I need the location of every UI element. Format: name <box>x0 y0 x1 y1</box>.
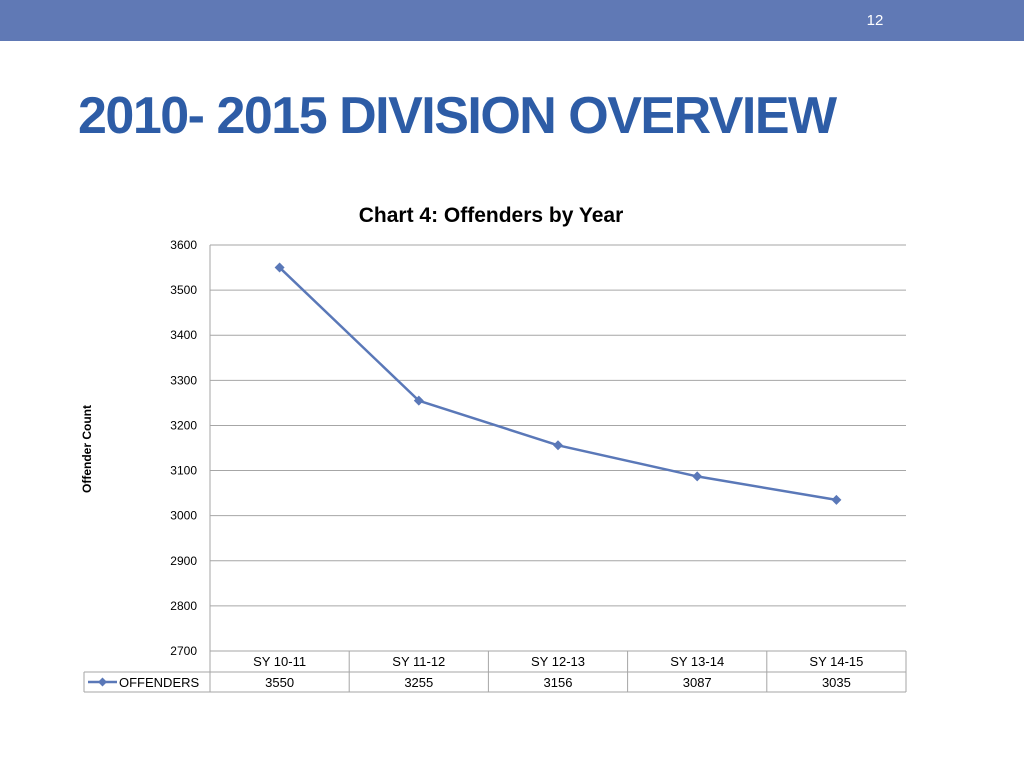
data-point-marker <box>553 440 563 451</box>
y-tick-label: 3600 <box>170 238 197 252</box>
table-value: 3550 <box>265 675 294 690</box>
y-tick-label: 3200 <box>170 418 197 432</box>
y-axis-label: Offender Count <box>80 405 94 493</box>
header-bar <box>0 0 1024 41</box>
y-tick-label: 3500 <box>170 283 197 297</box>
x-tick-label: SY 12-13 <box>531 654 585 669</box>
x-tick-label: SY 11-12 <box>392 654 445 669</box>
x-tick-label: SY 13-14 <box>670 654 724 669</box>
table-value: 3087 <box>683 675 712 690</box>
y-tick-label: 3000 <box>170 509 197 523</box>
data-point-marker <box>692 471 703 482</box>
legend-label: OFFENDERS <box>119 675 200 690</box>
slide-number: 12 <box>866 12 884 29</box>
data-point-marker <box>274 262 285 273</box>
slide-title: 2010- 2015 DIVISION OVERVIEW <box>78 87 837 145</box>
chart-title: Chart 4: Offenders by Year <box>359 204 624 227</box>
data-point-marker <box>413 395 424 406</box>
y-tick-label: 2700 <box>170 644 197 658</box>
y-tick-label: 3100 <box>170 464 197 478</box>
x-tick-label: SY 10-11 <box>253 654 306 669</box>
y-tick-label: 2900 <box>170 554 197 568</box>
y-tick-label: 3300 <box>170 373 197 387</box>
y-tick-label: 2800 <box>170 599 197 613</box>
table-value: 3035 <box>822 675 851 690</box>
data-point-marker <box>831 494 842 505</box>
table-value: 3255 <box>404 675 433 690</box>
y-tick-label: 3400 <box>170 328 197 342</box>
legend-marker <box>98 677 107 687</box>
series-line-offenders <box>278 266 837 502</box>
x-tick-label: SY 14-15 <box>809 654 863 669</box>
table-value: 3156 <box>544 675 573 690</box>
